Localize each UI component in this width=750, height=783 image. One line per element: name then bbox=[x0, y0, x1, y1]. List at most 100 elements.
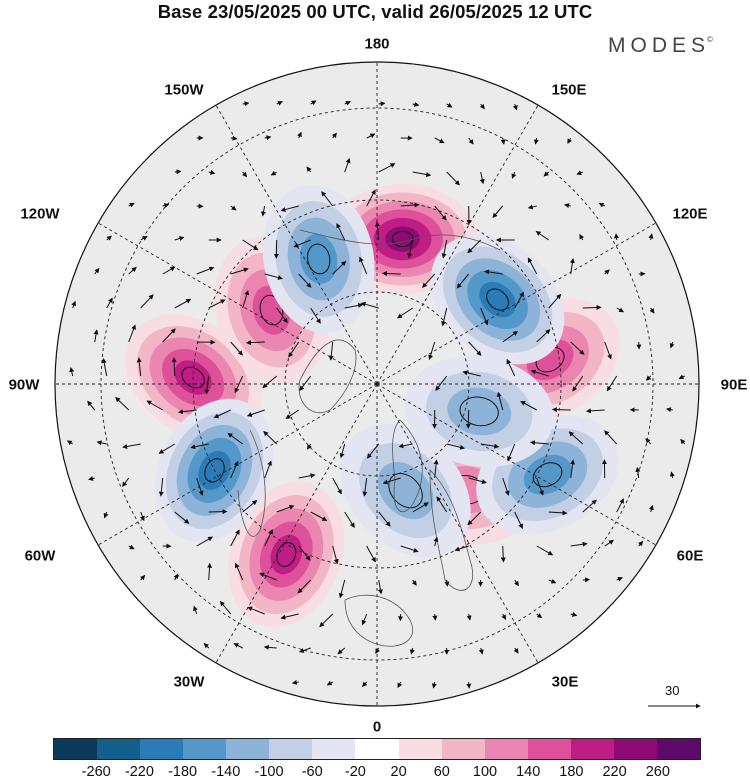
wind-arrow bbox=[543, 171, 550, 177]
wind-arrow bbox=[645, 375, 652, 381]
wind-arrow bbox=[514, 511, 523, 529]
wind-arrow bbox=[162, 328, 176, 343]
wind-arrow bbox=[598, 202, 605, 208]
wind-arrow bbox=[280, 613, 299, 620]
wind-arrow bbox=[382, 477, 401, 485]
wind-arrow bbox=[527, 257, 538, 275]
colorbar-tick-label: 180 bbox=[559, 764, 584, 780]
wind-arrow bbox=[230, 205, 237, 211]
wind-arrow bbox=[140, 236, 148, 241]
coastlines bbox=[237, 229, 501, 647]
wind-arrow bbox=[467, 239, 482, 254]
wind-arrow bbox=[332, 477, 342, 495]
streamline-loop bbox=[307, 243, 331, 275]
wind-arrow bbox=[366, 133, 376, 139]
wind-arrow bbox=[500, 545, 506, 563]
wind-arrow bbox=[648, 233, 654, 241]
anomaly-contour bbox=[385, 226, 420, 252]
colorbar-segment bbox=[54, 739, 98, 759]
wind-arrow bbox=[468, 477, 487, 484]
wind-arrow bbox=[536, 329, 551, 343]
wind-arrow bbox=[103, 511, 109, 519]
wind-arrow bbox=[377, 579, 383, 595]
wind-arrow bbox=[230, 135, 238, 141]
wind-arrow bbox=[637, 540, 644, 547]
colorbar bbox=[53, 738, 701, 760]
meridian-line bbox=[376, 383, 696, 569]
wind-arrow bbox=[514, 579, 519, 587]
wind-arrow bbox=[360, 301, 379, 309]
lon-label-180: 180 bbox=[364, 35, 390, 53]
wind-arrow bbox=[582, 304, 602, 310]
wind-arrow bbox=[512, 103, 518, 111]
wind-arrow bbox=[162, 203, 170, 208]
colorbar-tick-label: 100 bbox=[472, 764, 498, 780]
wind-arrow bbox=[436, 496, 448, 513]
wind-arrow bbox=[326, 680, 333, 686]
wind-arrow bbox=[412, 502, 429, 513]
meridian-line bbox=[376, 199, 696, 385]
anomaly-contour bbox=[300, 234, 338, 284]
lon-label-0: 0 bbox=[372, 718, 382, 736]
wind-arrow bbox=[467, 511, 482, 526]
wind-arrow bbox=[409, 647, 415, 655]
wind-arrow bbox=[242, 101, 250, 107]
wind-arrow bbox=[468, 137, 474, 145]
wind-arrow bbox=[535, 231, 549, 241]
colorbar-segment bbox=[269, 739, 313, 759]
wind-arrow bbox=[136, 357, 142, 377]
wind-arrow bbox=[568, 431, 584, 445]
wind-arrow bbox=[69, 366, 75, 377]
wind-arrow bbox=[480, 307, 489, 326]
wind-arrow bbox=[434, 205, 447, 221]
wind-arrow bbox=[344, 302, 364, 309]
wind-arrow bbox=[604, 539, 614, 547]
wind-arrow bbox=[321, 191, 334, 207]
wind-arrow bbox=[397, 681, 403, 689]
anomaly-field bbox=[124, 184, 621, 628]
wind-arrow bbox=[548, 578, 557, 584]
wind-arrow bbox=[298, 473, 316, 479]
wind-arrow bbox=[551, 407, 571, 413]
wind-arrow bbox=[511, 171, 517, 179]
wind-arrow bbox=[604, 430, 618, 445]
wind-arrow bbox=[246, 409, 265, 417]
wind-arrow bbox=[115, 396, 130, 411]
wind-arrow bbox=[158, 477, 164, 497]
wind-vectors bbox=[66, 100, 686, 689]
colorbar-tick-label: 260 bbox=[645, 764, 670, 780]
wind-arrow bbox=[366, 545, 376, 563]
wind-arrow bbox=[456, 273, 470, 289]
wind-arrow bbox=[245, 340, 265, 346]
wind-arrow bbox=[264, 135, 272, 141]
wind-arrow bbox=[398, 443, 413, 449]
latitude-circle bbox=[192, 199, 562, 569]
wind-arrow bbox=[570, 341, 585, 355]
wind-arrow bbox=[234, 375, 244, 394]
colorbar-segment bbox=[613, 739, 657, 759]
wind-arrow bbox=[501, 613, 507, 620]
wind-arrow bbox=[328, 341, 334, 361]
colorbar-segment bbox=[183, 739, 227, 759]
wind-arrow bbox=[529, 440, 549, 446]
wind-arrow bbox=[71, 300, 76, 309]
streamline-loop bbox=[276, 542, 297, 567]
wind-arrow bbox=[140, 294, 154, 309]
wind-arrow bbox=[359, 256, 368, 275]
colorbar-tick-label: 140 bbox=[516, 764, 541, 780]
wind-arrow bbox=[230, 529, 240, 547]
wind-arrow bbox=[196, 477, 204, 496]
wind-arrow bbox=[645, 438, 652, 445]
wind-arrow bbox=[374, 221, 380, 241]
wind-arrow bbox=[122, 477, 130, 487]
lon-label-150w: 150W bbox=[164, 81, 204, 99]
wind-arrow bbox=[444, 579, 450, 587]
colorbar-tick-label: -220 bbox=[124, 764, 154, 780]
colorbar-tick-label: -20 bbox=[344, 764, 366, 780]
wind-arrow bbox=[208, 299, 226, 309]
wind-arrow bbox=[514, 291, 524, 309]
wind-arrow bbox=[270, 170, 277, 176]
anomaly-center bbox=[476, 415, 619, 535]
anomaly-center bbox=[340, 424, 471, 558]
wind-arrow bbox=[412, 101, 420, 107]
